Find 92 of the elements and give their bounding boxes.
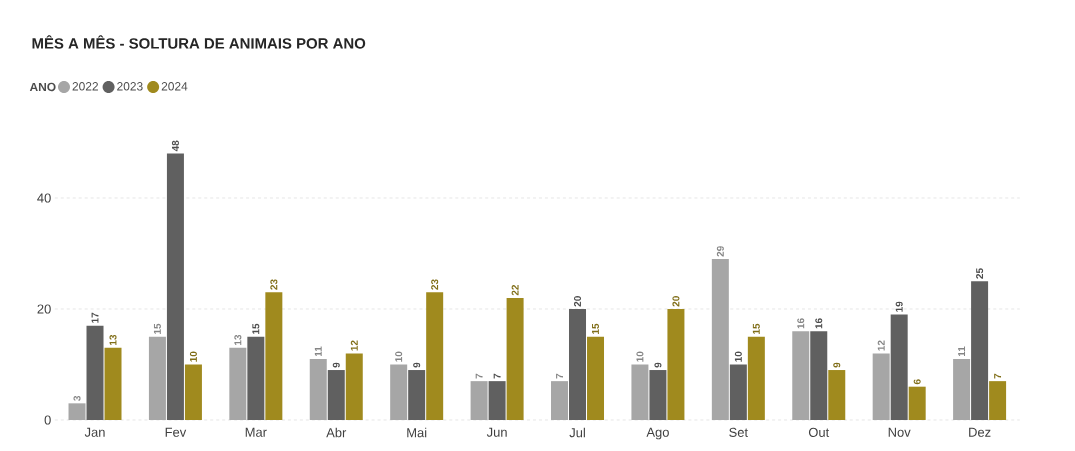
- data-label: 9: [833, 362, 841, 368]
- bar: [649, 370, 667, 420]
- bar: [792, 331, 810, 420]
- y-tick-label: 0: [44, 415, 51, 425]
- data-label: 10: [636, 351, 644, 362]
- x-tick-label: Jun: [486, 427, 507, 437]
- bar: [667, 308, 685, 420]
- bar: [184, 364, 202, 420]
- bar: [631, 364, 649, 420]
- data-label: 6: [913, 379, 921, 385]
- data-label: 7: [994, 373, 1002, 379]
- data-label: 25: [976, 268, 984, 279]
- bar: [711, 259, 729, 420]
- data-label: 7: [556, 373, 563, 379]
- bar: [247, 336, 265, 420]
- data-label: 13: [109, 334, 117, 346]
- x-tick-label: Out: [808, 427, 830, 437]
- bar: [68, 403, 86, 420]
- data-label: 9: [654, 362, 662, 368]
- bar: [747, 336, 765, 420]
- data-label: 10: [189, 351, 197, 362]
- data-label: 7: [475, 373, 483, 379]
- bar: [569, 308, 587, 420]
- bar: [309, 358, 327, 420]
- legend-label: 2022: [72, 82, 98, 91]
- bar: [506, 297, 524, 420]
- bar: [327, 370, 345, 420]
- data-label: 23: [431, 279, 439, 290]
- data-label: 12: [877, 340, 885, 351]
- chart-title: MÊS A MÊS - SOLTURA DE ANIMAIS POR ANO: [32, 35, 366, 49]
- y-tick-label: 40: [37, 193, 51, 203]
- data-label: 15: [752, 323, 760, 334]
- bar: [470, 381, 488, 420]
- bar: [828, 370, 846, 420]
- data-label: 29: [716, 246, 724, 257]
- legend-label: 2024: [161, 82, 188, 91]
- data-label: 11: [314, 346, 322, 357]
- bar: [265, 292, 283, 420]
- data-label: 48: [171, 140, 179, 152]
- x-tick-label: Jul: [569, 427, 585, 438]
- x-tick-label: Mai: [407, 427, 427, 438]
- bar: [229, 347, 247, 420]
- bar: [890, 314, 908, 420]
- x-tick-label: Jan: [84, 427, 105, 437]
- data-label: 19: [895, 301, 903, 312]
- data-label: 13: [234, 334, 242, 346]
- bar: [488, 381, 506, 420]
- data-label: 15: [252, 323, 260, 334]
- bar: [872, 353, 890, 420]
- data-label: 9: [332, 362, 340, 368]
- data-label: 15: [153, 323, 161, 334]
- bar: [166, 153, 184, 420]
- bar: [810, 331, 828, 420]
- x-tick-label: Dez: [969, 427, 991, 437]
- bar: [148, 336, 166, 420]
- data-label: 10: [395, 351, 403, 362]
- bar: [390, 364, 408, 420]
- bar: [104, 347, 122, 420]
- data-label: 10: [734, 351, 742, 362]
- data-label: 9: [413, 362, 421, 368]
- legend-label: 2023: [117, 82, 143, 91]
- bar: [587, 336, 605, 420]
- bar: [426, 292, 444, 420]
- bar: [971, 281, 989, 420]
- data-label: 20: [672, 296, 680, 307]
- data-label: 11: [958, 346, 966, 357]
- data-label: 23: [270, 279, 278, 290]
- bar: [345, 353, 363, 420]
- y-tick-label: 20: [37, 304, 51, 314]
- data-label: 15: [592, 323, 599, 334]
- data-label: 20: [573, 296, 582, 307]
- data-label: 3: [73, 395, 81, 401]
- data-label: 22: [511, 285, 519, 296]
- x-tick-label: Nov: [888, 427, 911, 437]
- data-label: 16: [815, 318, 823, 329]
- bar: [86, 325, 104, 420]
- data-label: 17: [91, 312, 99, 323]
- x-tick-label: Fev: [165, 427, 187, 437]
- x-tick-label: Ago: [646, 427, 669, 440]
- x-tick-label: Mar: [245, 427, 267, 437]
- x-tick-label: Set: [729, 427, 748, 437]
- bar: [729, 364, 747, 420]
- bar: [551, 381, 569, 420]
- x-tick-label: Abr: [326, 427, 347, 438]
- bar: [408, 370, 426, 420]
- data-label: 12: [350, 340, 358, 351]
- bar: [908, 386, 926, 420]
- bar: [953, 358, 971, 420]
- data-label: 7: [493, 373, 501, 379]
- bar: [989, 381, 1007, 420]
- data-label: 16: [797, 318, 805, 329]
- legend-title: ANO: [29, 82, 56, 92]
